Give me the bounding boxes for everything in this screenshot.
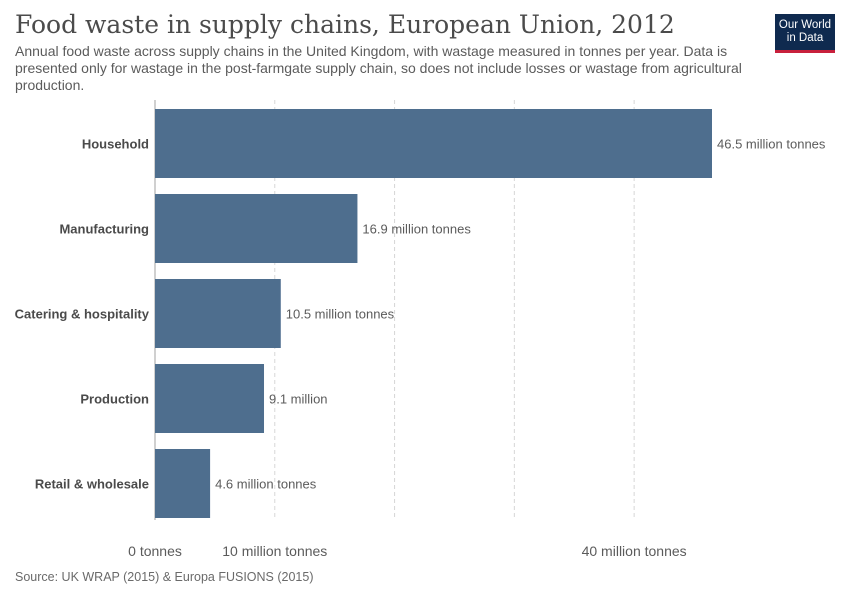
bar [155,449,211,518]
owid-logo[interactable]: Our World in Data [775,14,835,53]
bar [155,194,358,263]
value-label: 4.6 million tonnes [215,477,317,492]
chart-title: Food waste in supply chains, European Un… [15,10,675,39]
logo-text-line2: in Data [786,32,824,44]
category-label: Household [82,137,149,152]
x-tick-label: 10 million tonnes [222,543,327,559]
value-label: 10.5 million tonnes [286,307,395,322]
value-label: 9.1 million [269,392,328,407]
bar [155,364,265,433]
logo-text-line1: Our World [778,19,832,31]
source-note[interactable]: Source: UK WRAP (2015) & Europa FUSIONS … [15,570,314,584]
category-label: Manufacturing [59,222,149,237]
bar [155,279,281,348]
bar [155,109,712,178]
chart-subtitle: Annual food waste across supply chains i… [15,43,742,93]
value-label: 16.9 million tonnes [362,222,471,237]
category-label: Retail & wholesale [35,477,149,492]
x-tick-label: 40 million tonnes [582,543,687,559]
category-label: Catering & hospitality [15,307,150,322]
x-tick-label: 0 tonnes [128,543,182,559]
category-label: Production [80,392,149,407]
value-label: 46.5 million tonnes [717,137,826,152]
